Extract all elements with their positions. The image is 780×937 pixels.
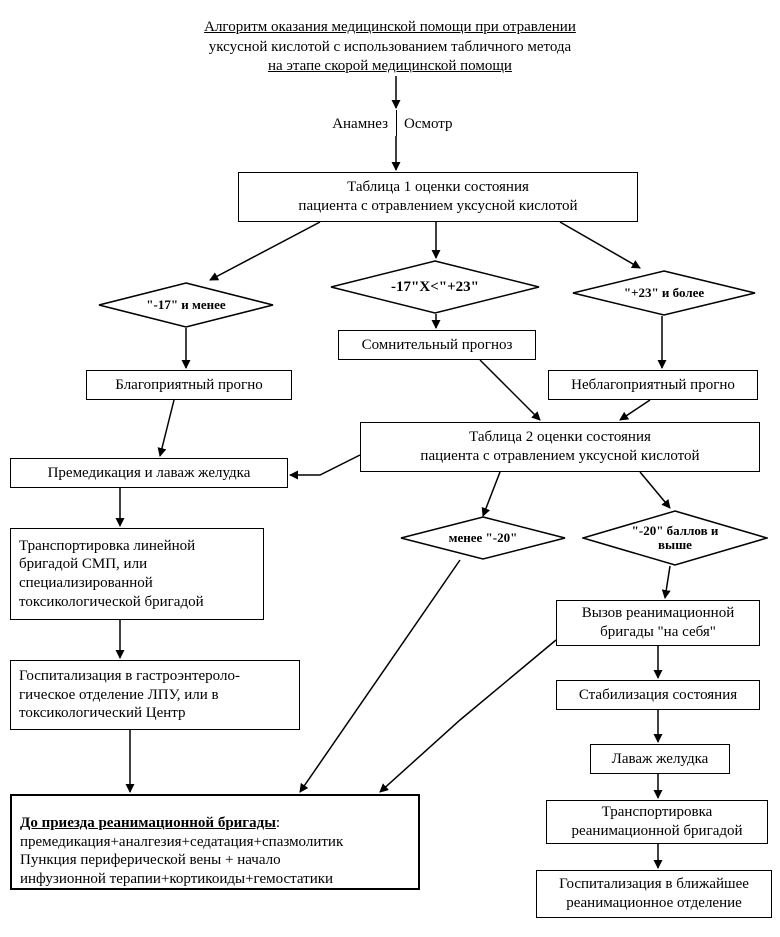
diamond-right-label: "+23" и более — [572, 270, 756, 316]
node-lavage: Лаваж желудка — [590, 744, 730, 774]
divider-anamnesis-exam — [396, 110, 397, 136]
node-stabilize-text: Стабилизация состояния — [579, 686, 737, 705]
label-exam: Осмотр — [404, 116, 453, 133]
node-table2: Таблица 2 оценки состояния пациента с от… — [360, 422, 760, 472]
node-transport-reanim: Транспортировка реанимационной бригадой — [546, 800, 768, 844]
node-before-arrival-title: До приезда реанимационной бригады — [20, 815, 276, 831]
title: Алгоритм оказания медицинской помощи при… — [0, 18, 780, 77]
diamond-mid: -17"X<"+23" — [330, 260, 540, 314]
node-doubtful-text: Сомнительный прогноз — [362, 336, 513, 355]
diamond-minus20-up-label: "-20" баллов и выше — [582, 510, 768, 566]
diamond-minus20-up: "-20" баллов и выше — [582, 510, 768, 566]
node-unfavorable-text: Неблагоприятный прогно — [571, 376, 735, 395]
diamond-minus20: менее "-20" — [400, 516, 566, 560]
title-line-3: на этапе скорой медицинской помощи — [268, 58, 512, 74]
diamond-left-label: "-17" и менее — [98, 282, 274, 328]
node-lavage-text: Лаваж желудка — [612, 750, 709, 769]
node-before-arrival: До приезда реанимационной бригады: преме… — [10, 794, 420, 890]
node-transport-linear-text: Транспортировка линейной бригадой СМП, и… — [19, 537, 204, 612]
node-unfavorable: Неблагоприятный прогно — [548, 370, 758, 400]
node-hosp-gastro: Госпитализация в гастроэнтероло- гическо… — [10, 660, 300, 730]
diamond-mid-label: -17"X<"+23" — [330, 260, 540, 314]
diamond-left: "-17" и менее — [98, 282, 274, 328]
node-transport-linear: Транспортировка линейной бригадой СМП, и… — [10, 528, 264, 620]
node-call-reanim: Вызов реанимационной бригады "на себя" — [556, 600, 760, 646]
node-hosp-gastro-text: Госпитализация в гастроэнтероло- гическо… — [19, 667, 240, 723]
node-doubtful: Сомнительный прогноз — [338, 330, 536, 360]
node-premed: Премедикация и лаваж желудка — [10, 458, 288, 488]
label-anamnesis: Анамнез — [308, 116, 388, 133]
node-premed-text: Премедикация и лаваж желудка — [48, 464, 251, 483]
node-table2-text: Таблица 2 оценки состояния пациента с от… — [420, 428, 699, 466]
node-hosp-reanim: Госпитализация в ближайшее реанимационно… — [536, 870, 772, 918]
node-stabilize: Стабилизация состояния — [556, 680, 760, 710]
node-table1-text: Таблица 1 оценки состояния пациента с от… — [298, 178, 577, 216]
title-line-1: Алгоритм оказания медицинской помощи при… — [204, 19, 576, 35]
node-favorable: Благоприятный прогно — [86, 370, 292, 400]
node-transport-reanim-text: Транспортировка реанимационной бригадой — [571, 803, 742, 841]
title-line-2: уксусной кислотой с использованием табли… — [209, 39, 571, 55]
node-call-reanim-text: Вызов реанимационной бригады "на себя" — [582, 604, 735, 642]
node-table1: Таблица 1 оценки состояния пациента с от… — [238, 172, 638, 222]
diamond-minus20-label: менее "-20" — [400, 516, 566, 560]
diamond-right: "+23" и более — [572, 270, 756, 316]
node-hosp-reanim-text: Госпитализация в ближайшее реанимационно… — [559, 875, 749, 913]
node-favorable-text: Благоприятный прогно — [115, 376, 262, 395]
